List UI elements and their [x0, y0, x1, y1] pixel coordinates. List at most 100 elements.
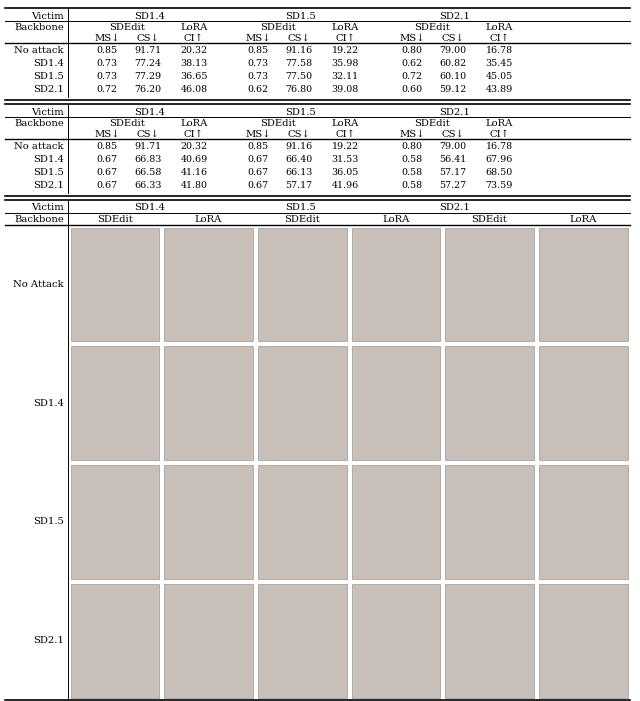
Text: 0.73: 0.73: [97, 59, 118, 68]
Text: 0.62: 0.62: [401, 59, 422, 68]
Text: CI↑: CI↑: [184, 34, 204, 43]
Text: MS↓: MS↓: [94, 34, 120, 43]
Text: LoRA: LoRA: [332, 23, 358, 32]
Text: 36.05: 36.05: [332, 168, 358, 177]
Bar: [351, 346, 440, 460]
Bar: [258, 346, 346, 460]
Text: 0.73: 0.73: [248, 59, 269, 68]
Text: LoRA: LoRA: [195, 215, 222, 224]
Text: 91.16: 91.16: [285, 46, 312, 55]
Text: MS↓: MS↓: [399, 34, 425, 43]
Text: 66.13: 66.13: [285, 168, 313, 177]
Text: 0.58: 0.58: [401, 168, 422, 177]
Text: SD1.5: SD1.5: [33, 168, 64, 177]
Text: 35.45: 35.45: [485, 59, 513, 68]
Text: 57.27: 57.27: [440, 181, 467, 190]
Text: SDEdit: SDEdit: [260, 119, 296, 128]
Text: 0.72: 0.72: [97, 85, 118, 94]
Text: 66.33: 66.33: [134, 181, 162, 190]
Text: Backbone: Backbone: [14, 119, 64, 128]
Text: 19.22: 19.22: [332, 142, 358, 151]
Text: CI↑: CI↑: [489, 130, 509, 139]
Bar: [70, 584, 159, 697]
Bar: [445, 584, 534, 697]
Text: 0.60: 0.60: [401, 85, 422, 94]
Text: 0.67: 0.67: [97, 155, 118, 164]
Text: Backbone: Backbone: [14, 215, 64, 224]
Text: LoRA: LoRA: [332, 119, 358, 128]
Text: Victim: Victim: [31, 203, 64, 212]
Bar: [445, 228, 534, 341]
Text: 0.62: 0.62: [248, 85, 269, 94]
Text: 77.58: 77.58: [285, 59, 312, 68]
Text: 68.50: 68.50: [485, 168, 513, 177]
Text: CS↓: CS↓: [136, 130, 159, 139]
Text: SD1.5: SD1.5: [285, 12, 316, 21]
Text: SD1.4: SD1.4: [33, 155, 64, 164]
Text: SD1.4: SD1.4: [33, 399, 64, 407]
Text: 0.85: 0.85: [248, 46, 269, 55]
Text: SD2.1: SD2.1: [440, 12, 470, 21]
Text: SDEdit: SDEdit: [414, 119, 450, 128]
Text: SDEdit: SDEdit: [414, 23, 450, 32]
Text: 19.22: 19.22: [332, 46, 358, 55]
Text: SDEdit: SDEdit: [284, 215, 320, 224]
Text: 66.83: 66.83: [134, 155, 162, 164]
Text: SD1.5: SD1.5: [285, 203, 316, 212]
Bar: [445, 346, 534, 460]
Text: SD2.1: SD2.1: [33, 85, 64, 94]
Text: 41.96: 41.96: [332, 181, 358, 190]
Text: SD2.1: SD2.1: [33, 181, 64, 190]
Text: LoRA: LoRA: [382, 215, 410, 224]
Text: 79.00: 79.00: [440, 46, 467, 55]
Text: 56.41: 56.41: [440, 155, 467, 164]
Text: 66.40: 66.40: [285, 155, 312, 164]
Text: 0.85: 0.85: [97, 142, 118, 151]
Text: 41.16: 41.16: [180, 168, 207, 177]
Bar: [164, 228, 253, 341]
Text: 59.12: 59.12: [440, 85, 467, 94]
Text: 36.65: 36.65: [180, 72, 208, 81]
Text: 77.29: 77.29: [134, 72, 161, 81]
Text: 0.85: 0.85: [97, 46, 118, 55]
Text: 41.80: 41.80: [180, 181, 207, 190]
Text: SD1.5: SD1.5: [33, 517, 64, 526]
Bar: [539, 346, 627, 460]
Bar: [445, 465, 534, 579]
Text: 91.16: 91.16: [285, 142, 312, 151]
Bar: [351, 584, 440, 697]
Bar: [258, 465, 346, 579]
Text: LoRA: LoRA: [180, 23, 208, 32]
Text: 77.24: 77.24: [134, 59, 161, 68]
Text: SDEdit: SDEdit: [109, 119, 145, 128]
Bar: [539, 228, 627, 341]
Text: SD1.4: SD1.4: [134, 108, 166, 117]
Text: 43.89: 43.89: [485, 85, 513, 94]
Bar: [351, 228, 440, 341]
Text: CS↓: CS↓: [442, 34, 465, 43]
Text: CI↑: CI↑: [335, 130, 355, 139]
Text: 16.78: 16.78: [485, 142, 513, 151]
Text: SD1.4: SD1.4: [134, 203, 166, 212]
Bar: [164, 346, 253, 460]
Text: 73.59: 73.59: [485, 181, 513, 190]
Text: 60.82: 60.82: [440, 59, 467, 68]
Bar: [258, 228, 346, 341]
Bar: [539, 465, 627, 579]
Text: SDEdit: SDEdit: [260, 23, 296, 32]
Text: 31.53: 31.53: [332, 155, 358, 164]
Text: 77.50: 77.50: [285, 72, 312, 81]
Bar: [70, 465, 159, 579]
Text: SD2.1: SD2.1: [440, 108, 470, 117]
Text: 0.67: 0.67: [97, 168, 118, 177]
Text: 57.17: 57.17: [285, 181, 312, 190]
Text: 0.73: 0.73: [97, 72, 118, 81]
Text: 39.08: 39.08: [332, 85, 358, 94]
Text: SD2.1: SD2.1: [33, 636, 64, 645]
Text: 16.78: 16.78: [485, 46, 513, 55]
Text: 60.10: 60.10: [440, 72, 467, 81]
Text: No attack: No attack: [15, 142, 64, 151]
Text: 35.98: 35.98: [332, 59, 358, 68]
Text: LoRA: LoRA: [570, 215, 597, 224]
Bar: [258, 584, 346, 697]
